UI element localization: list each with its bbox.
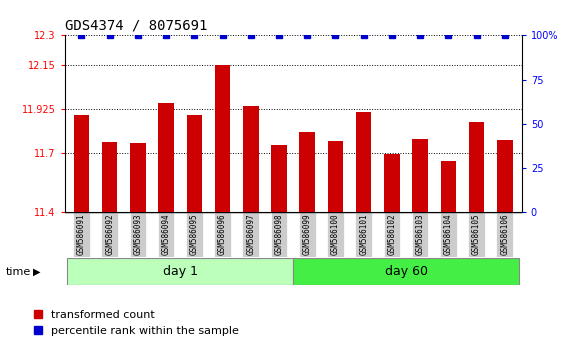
Text: time: time: [6, 267, 31, 277]
Bar: [327, 212, 344, 257]
Bar: [215, 65, 231, 212]
Text: GSM586106: GSM586106: [500, 214, 509, 255]
Bar: [299, 212, 315, 257]
Text: GSM586102: GSM586102: [388, 214, 397, 255]
Text: GSM586098: GSM586098: [274, 214, 283, 255]
Bar: [102, 212, 118, 257]
Legend: transformed count, percentile rank within the sample: transformed count, percentile rank withi…: [34, 310, 239, 336]
Bar: [242, 212, 259, 257]
Bar: [356, 112, 371, 212]
Text: GSM586091: GSM586091: [77, 214, 86, 255]
Bar: [73, 115, 89, 212]
Bar: [384, 212, 400, 257]
Bar: [186, 212, 203, 257]
Bar: [158, 103, 174, 212]
Text: GSM586094: GSM586094: [162, 214, 171, 255]
Bar: [214, 212, 231, 257]
Text: GDS4374 / 8075691: GDS4374 / 8075691: [65, 19, 207, 33]
Bar: [272, 144, 287, 212]
Text: GSM586096: GSM586096: [218, 214, 227, 255]
Bar: [293, 258, 519, 285]
Bar: [497, 139, 513, 212]
Text: day 60: day 60: [384, 265, 427, 278]
Bar: [496, 212, 513, 257]
Text: GSM586104: GSM586104: [444, 214, 453, 255]
Bar: [187, 115, 202, 212]
Bar: [102, 142, 117, 212]
Bar: [73, 212, 90, 257]
Bar: [355, 212, 372, 257]
Bar: [67, 258, 293, 285]
Text: ▶: ▶: [33, 267, 40, 277]
Bar: [384, 154, 399, 212]
Bar: [300, 132, 315, 212]
Text: GSM586097: GSM586097: [246, 214, 255, 255]
Text: day 1: day 1: [163, 265, 197, 278]
Bar: [271, 212, 287, 257]
Bar: [412, 212, 429, 257]
Bar: [440, 212, 457, 257]
Text: GSM586100: GSM586100: [331, 214, 340, 255]
Text: GSM586103: GSM586103: [416, 214, 425, 255]
Bar: [328, 141, 343, 212]
Bar: [440, 161, 456, 212]
Bar: [130, 143, 146, 212]
Text: GSM586092: GSM586092: [105, 214, 114, 255]
Text: GSM586093: GSM586093: [134, 214, 142, 255]
Text: GSM586099: GSM586099: [303, 214, 312, 255]
Bar: [158, 212, 174, 257]
Bar: [130, 212, 146, 257]
Text: GSM586105: GSM586105: [472, 214, 481, 255]
Text: GSM586095: GSM586095: [190, 214, 199, 255]
Bar: [468, 212, 485, 257]
Text: GSM586101: GSM586101: [359, 214, 368, 255]
Bar: [469, 122, 484, 212]
Bar: [243, 106, 259, 212]
Bar: [412, 139, 428, 212]
